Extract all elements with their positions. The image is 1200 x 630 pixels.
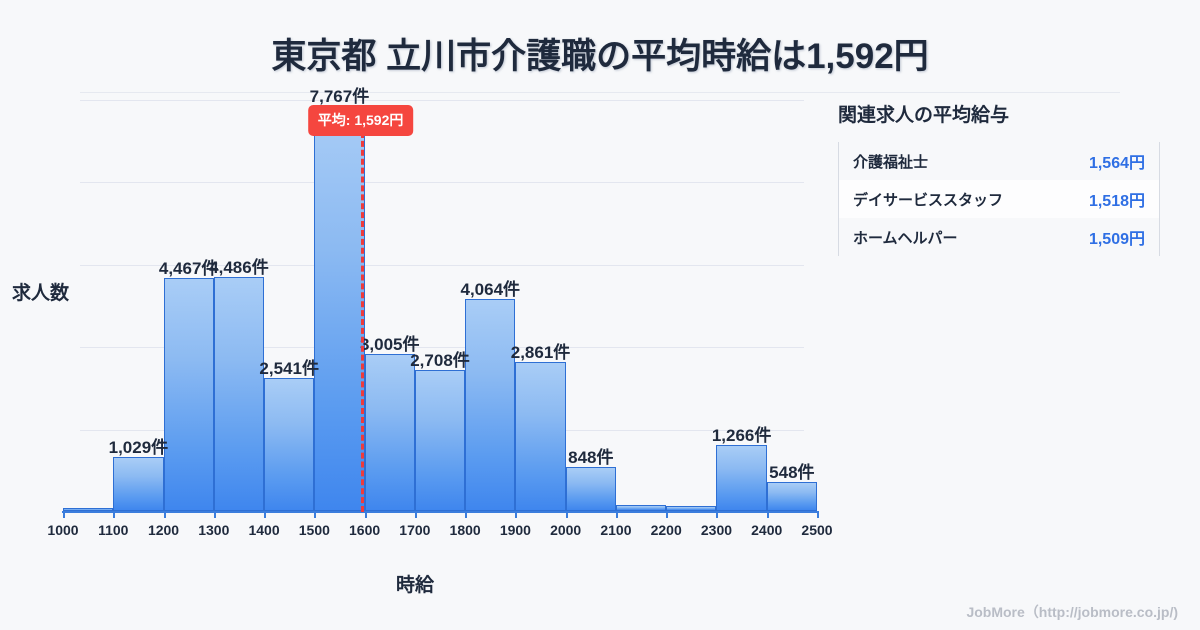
bar (666, 505, 717, 511)
average-badge: 平均: 1,592円 (307, 105, 414, 136)
related-job-name: 介護福祉士 (853, 153, 929, 171)
average-line (360, 132, 364, 512)
tick-mark (163, 511, 166, 518)
bar (465, 298, 516, 511)
bar-value-label: 1,029件 (108, 438, 169, 458)
x-tick-label: 2000 (550, 522, 582, 538)
related-jobs-table: 介護福祉士 1,564円デイサービススタッフ 1,518円ホームヘルパー 1,509円 (838, 142, 1160, 256)
gridline-0 (80, 100, 804, 101)
gridline-1 (80, 182, 804, 184)
related-job-row: ホームヘルパー 1,509円 (839, 218, 1159, 256)
x-tick-label: 2400 (751, 522, 783, 538)
x-tick-label: 1200 (147, 522, 180, 538)
x-tick-label: 1700 (399, 522, 431, 538)
bar-value-label: 3,005件 (359, 335, 420, 355)
related-job-wage: 1,509円 (1088, 231, 1145, 248)
bar-value-label: 4,467件 (158, 258, 219, 278)
tick-mark (314, 511, 317, 518)
bar-value-label: 4,486件 (209, 257, 269, 277)
bar (565, 466, 616, 511)
x-tick-label: 2100 (600, 522, 632, 538)
x-tick-label: 1000 (47, 522, 79, 538)
bar-value-label: 1,266件 (711, 425, 772, 445)
x-tick-label: 1300 (198, 522, 230, 538)
x-tick-label: 1800 (449, 522, 481, 538)
bar (766, 482, 817, 511)
related-job-name: ホームヘルパー (853, 229, 958, 247)
tick-mark (615, 511, 618, 518)
bar (364, 354, 415, 511)
bar (213, 276, 265, 511)
tick-mark (213, 511, 216, 518)
x-tick-label: 1100 (98, 522, 129, 538)
bar-value-label: 848件 (568, 447, 614, 467)
x-tick-label: 1400 (248, 522, 280, 538)
x-axis-line (62, 511, 818, 513)
bar-value-label: 4,064件 (460, 279, 521, 299)
related-job-name: デイサービススタッフ (853, 191, 1004, 209)
bar (314, 105, 365, 511)
bar-value-label: 7,767件 (309, 86, 370, 106)
page-title: 東京都 立川市介護職の平均時給は1,592円 (271, 37, 929, 76)
bar (63, 508, 114, 511)
related-jobs-title: 関連求人の平均給与 (838, 105, 1010, 126)
gridline-2 (80, 264, 804, 266)
bar (163, 277, 214, 511)
bar-value-label: 2,541件 (259, 359, 319, 379)
title-divider (80, 92, 1120, 93)
x-tick-label: 1600 (349, 522, 381, 538)
bar-value-label: 548件 (769, 463, 815, 483)
tick-mark (716, 511, 719, 518)
related-job-row: デイサービススタッフ 1,518円 (839, 180, 1159, 218)
x-axis-label: 時給 (395, 575, 434, 596)
x-tick-label: 2500 (801, 522, 833, 538)
bar-value-label: 2,861件 (510, 342, 571, 362)
related-job-row: 介護福祉士 1,564円 (839, 142, 1159, 180)
tick-mark (414, 511, 417, 518)
tick-mark (515, 511, 518, 518)
x-tick-label: 1500 (298, 522, 330, 538)
x-tick-label: 2300 (700, 522, 733, 538)
bar (113, 457, 164, 511)
y-axis-label: 求人数 (12, 283, 70, 304)
bar (264, 378, 315, 511)
bar (716, 444, 767, 511)
tick-mark (565, 511, 568, 518)
footer-attribution: JobMore（http://jobmore.co.jp/) (966, 604, 1178, 620)
histogram-chart: 1,029件 4,467件 4,486件 2,541件 7,767件 3,005件 2,70… (12, 86, 833, 596)
tick-mark (364, 511, 367, 518)
bar-value-label: 2,708件 (410, 350, 470, 370)
tick-mark (766, 511, 769, 518)
bar (515, 361, 566, 511)
tick-mark (666, 511, 669, 518)
bar (615, 504, 667, 511)
related-job-wage: 1,518円 (1088, 193, 1145, 210)
tick-mark (817, 511, 819, 518)
tick-mark (264, 511, 267, 518)
related-job-wage: 1,564円 (1088, 155, 1145, 172)
related-jobs-panel: 関連求人の平均給与 介護福祉士 1,564円デイサービススタッフ 1,518円ホーム… (838, 100, 1168, 256)
x-tick-label: 1900 (499, 522, 531, 538)
tick-mark (465, 511, 468, 518)
x-tick-label: 2200 (650, 522, 682, 538)
bar (414, 369, 466, 511)
tick-mark (113, 511, 116, 518)
gridline-3 (80, 347, 804, 349)
tick-mark (63, 511, 65, 518)
